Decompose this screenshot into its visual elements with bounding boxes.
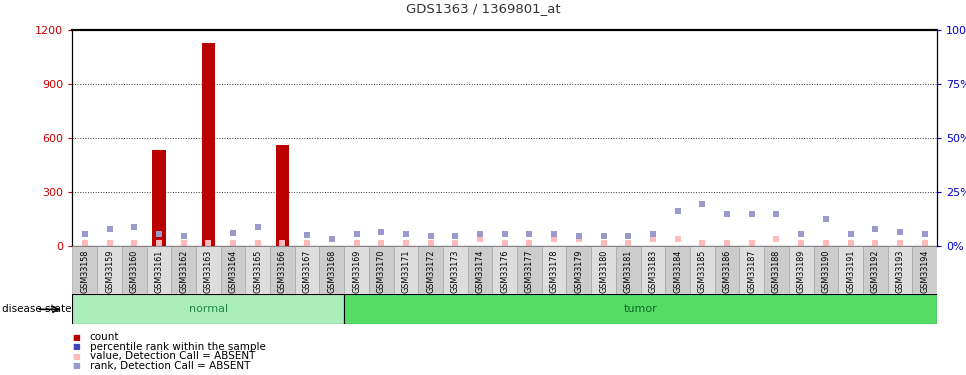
Bar (468, 246, 493, 294)
Text: ■: ■ (72, 333, 80, 342)
Text: GSM33176: GSM33176 (500, 249, 509, 293)
Bar (98, 246, 122, 294)
Text: ■: ■ (72, 361, 80, 370)
Text: rank, Detection Call = ABSENT: rank, Detection Call = ABSENT (90, 361, 250, 370)
Text: GSM33177: GSM33177 (525, 249, 534, 293)
Text: normal: normal (188, 304, 228, 314)
Text: GSM33181: GSM33181 (624, 249, 633, 293)
Bar (72, 294, 344, 324)
Text: GDS1363 / 1369801_at: GDS1363 / 1369801_at (406, 2, 560, 15)
Bar (202, 43, 215, 246)
Bar (690, 246, 715, 294)
Text: GSM33168: GSM33168 (327, 249, 336, 293)
Bar (493, 246, 517, 294)
Text: GSM33173: GSM33173 (451, 249, 460, 293)
Text: GSM33170: GSM33170 (377, 249, 385, 293)
Text: GSM33158: GSM33158 (80, 249, 89, 293)
Bar (152, 150, 166, 246)
Bar (640, 246, 666, 294)
Bar (275, 145, 289, 246)
Bar (418, 246, 443, 294)
Bar (813, 246, 838, 294)
Text: tumor: tumor (624, 304, 658, 314)
Text: GSM33194: GSM33194 (921, 249, 929, 293)
Bar (715, 246, 739, 294)
Text: ■: ■ (72, 352, 80, 361)
Text: count: count (90, 333, 120, 342)
Text: GSM33162: GSM33162 (179, 249, 188, 293)
Bar (764, 246, 789, 294)
Text: GSM33179: GSM33179 (575, 249, 583, 293)
Text: GSM33169: GSM33169 (352, 249, 361, 293)
Bar (171, 246, 196, 294)
Bar (666, 246, 690, 294)
Text: value, Detection Call = ABSENT: value, Detection Call = ABSENT (90, 351, 255, 361)
Text: GSM33191: GSM33191 (846, 249, 855, 293)
Bar (739, 246, 764, 294)
Bar (393, 246, 418, 294)
Text: GSM33172: GSM33172 (426, 249, 435, 293)
Text: GSM33174: GSM33174 (475, 249, 485, 293)
Bar (220, 246, 245, 294)
Bar (122, 246, 147, 294)
Text: GSM33193: GSM33193 (895, 249, 904, 293)
Bar (344, 246, 369, 294)
Bar (295, 246, 320, 294)
Text: GSM33184: GSM33184 (673, 249, 682, 293)
Bar (912, 246, 937, 294)
Text: GSM33164: GSM33164 (229, 249, 238, 293)
Text: GSM33163: GSM33163 (204, 249, 213, 293)
Bar (72, 246, 98, 294)
Bar (888, 246, 912, 294)
Text: GSM33167: GSM33167 (302, 249, 312, 293)
Text: GSM33165: GSM33165 (253, 249, 262, 293)
Bar (789, 246, 813, 294)
Text: GSM33171: GSM33171 (402, 249, 411, 293)
Bar (245, 246, 270, 294)
Text: GSM33187: GSM33187 (748, 249, 756, 293)
Bar (369, 246, 393, 294)
Text: GSM33178: GSM33178 (550, 249, 558, 293)
Bar (863, 246, 888, 294)
Text: GSM33189: GSM33189 (797, 249, 806, 293)
Bar (147, 246, 171, 294)
Text: GSM33161: GSM33161 (155, 249, 163, 293)
Text: GSM33186: GSM33186 (723, 249, 731, 293)
Bar (270, 246, 295, 294)
Bar (616, 246, 640, 294)
Bar (517, 246, 542, 294)
Text: disease state: disease state (2, 304, 71, 314)
Text: GSM33190: GSM33190 (821, 249, 831, 293)
Bar (566, 246, 591, 294)
Text: GSM33185: GSM33185 (697, 249, 707, 293)
Text: GSM33183: GSM33183 (648, 249, 658, 293)
Text: GSM33188: GSM33188 (772, 249, 781, 293)
Text: GSM33180: GSM33180 (599, 249, 608, 293)
Text: percentile rank within the sample: percentile rank within the sample (90, 342, 266, 352)
Bar (443, 246, 468, 294)
Bar (196, 246, 220, 294)
Text: GSM33166: GSM33166 (278, 249, 287, 293)
Text: GSM33160: GSM33160 (129, 249, 139, 293)
Text: ■: ■ (72, 342, 80, 351)
Bar (320, 246, 344, 294)
Text: GSM33192: GSM33192 (870, 249, 880, 293)
Bar (542, 246, 566, 294)
Text: GSM33159: GSM33159 (105, 249, 114, 293)
Bar (838, 246, 863, 294)
Bar (591, 246, 616, 294)
Bar (344, 294, 937, 324)
